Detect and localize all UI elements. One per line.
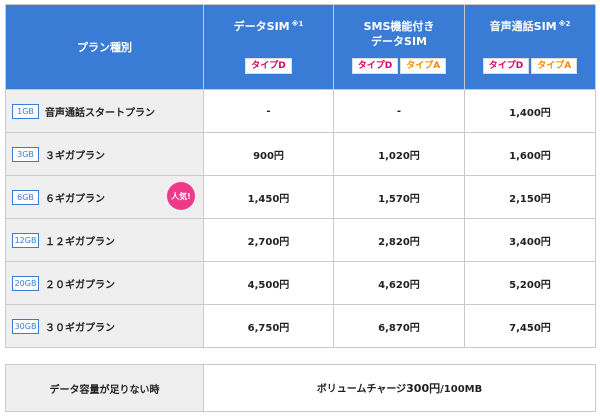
column-title: 音声通話SIM [489, 20, 557, 33]
plan-name: ６ギガプラン [45, 193, 105, 205]
table-row: 6GB ６ギガプラン 人気! 1,450円 1,570円 2,150円 [5, 175, 596, 219]
plan-cell: 6GB ６ギガプラン 人気! [5, 175, 204, 219]
footnote-mark: ※1 [291, 20, 304, 28]
column-header-voice-sim: 音声通話SIM ※2 タイプD タイプA [464, 4, 596, 90]
table-row: 1GB 音声通話スタートプラン - - 1,400円 [5, 89, 596, 133]
plan-cell: 20GB ２０ギガプラン [5, 261, 204, 305]
price-cell: 2,820円 [333, 218, 465, 262]
volume-charge-label: データ容量が足りない時 [5, 364, 204, 412]
type-d-tag: タイプD [245, 58, 292, 74]
header-row: プラン種別 データSIM ※1 タイプD SMS機能付き データSIM タイプD タイ… [5, 4, 596, 90]
gb-badge: 1GB [12, 103, 39, 119]
price-cell: 1,400円 [464, 89, 596, 133]
plan-name: ３ギガプラン [45, 150, 105, 162]
popular-badge: 人気! [167, 182, 195, 210]
table-row: 12GB １２ギガプラン 2,700円 2,820円 3,400円 [5, 218, 596, 262]
gb-badge: 3GB [12, 146, 39, 162]
volume-charge-price: 300円 [406, 382, 441, 395]
price-cell: 4,500円 [203, 261, 334, 305]
column-header-data-sim: データSIM ※1 タイプD [203, 4, 334, 90]
type-a-tag: タイプA [400, 58, 447, 74]
gb-badge: 20GB [12, 275, 39, 291]
volume-charge-row: データ容量が足りない時 ボリュームチャージ300円/100MB [5, 364, 596, 412]
footnote-mark: ※2 [558, 20, 571, 28]
column-title: SMS機能付き [363, 20, 435, 33]
gb-badge: 30GB [12, 318, 39, 334]
price-cell: 6,750円 [203, 304, 334, 348]
column-title-line2: データSIM [371, 35, 427, 48]
plan-name: ２０ギガプラン [45, 279, 115, 291]
price-cell: 3,400円 [464, 218, 596, 262]
volume-charge-table: データ容量が足りない時 ボリュームチャージ300円/100MB [5, 364, 596, 412]
column-header-sms-data-sim: SMS機能付き データSIM タイプD タイプA [333, 4, 465, 90]
price-cell: 6,870円 [333, 304, 465, 348]
column-title: データSIM [233, 20, 290, 33]
type-d-tag: タイプD [351, 58, 399, 74]
price-cell: 4,620円 [333, 261, 465, 305]
table-row: 30GB ３０ギガプラン 6,750円 6,870円 7,450円 [5, 304, 596, 348]
plan-cell: 12GB １２ギガプラン [5, 218, 204, 262]
plan-type-header: プラン種別 [5, 4, 204, 90]
price-cell: 7,450円 [464, 304, 596, 348]
price-cell: 2,700円 [203, 218, 334, 262]
price-cell: 1,450円 [203, 175, 334, 219]
pricing-table: プラン種別 データSIM ※1 タイプD SMS機能付き データSIM タイプD タイ… [5, 4, 596, 348]
gb-badge: 6GB [12, 189, 39, 205]
plan-name: ３０ギガプラン [45, 322, 115, 334]
type-d-tag: タイプD [482, 58, 530, 74]
table-row: 3GB ３ギガプラン 900円 1,020円 1,600円 [5, 132, 596, 176]
plan-name: １２ギガプラン [45, 236, 115, 248]
price-cell: 1,570円 [333, 175, 465, 219]
plan-cell: 3GB ３ギガプラン [5, 132, 204, 176]
table-row: 20GB ２０ギガプラン 4,500円 4,620円 5,200円 [5, 261, 596, 305]
volume-charge-unit: /100MB [440, 384, 483, 395]
gb-badge: 12GB [12, 232, 39, 248]
price-cell: 900円 [203, 132, 334, 176]
volume-charge-value: ボリュームチャージ300円/100MB [203, 364, 596, 412]
price-cell: 2,150円 [464, 175, 596, 219]
plan-cell: 30GB ３０ギガプラン [5, 304, 204, 348]
type-a-tag: タイプA [531, 58, 578, 74]
price-cell: 1,020円 [333, 132, 465, 176]
price-cell: 1,600円 [464, 132, 596, 176]
price-cell: - [333, 89, 465, 133]
plan-name: 音声通話スタートプラン [45, 107, 155, 119]
plan-cell: 1GB 音声通話スタートプラン [5, 89, 204, 133]
price-cell: 5,200円 [464, 261, 596, 305]
volume-charge-name: ボリュームチャージ [316, 384, 407, 395]
price-cell: - [203, 89, 334, 133]
